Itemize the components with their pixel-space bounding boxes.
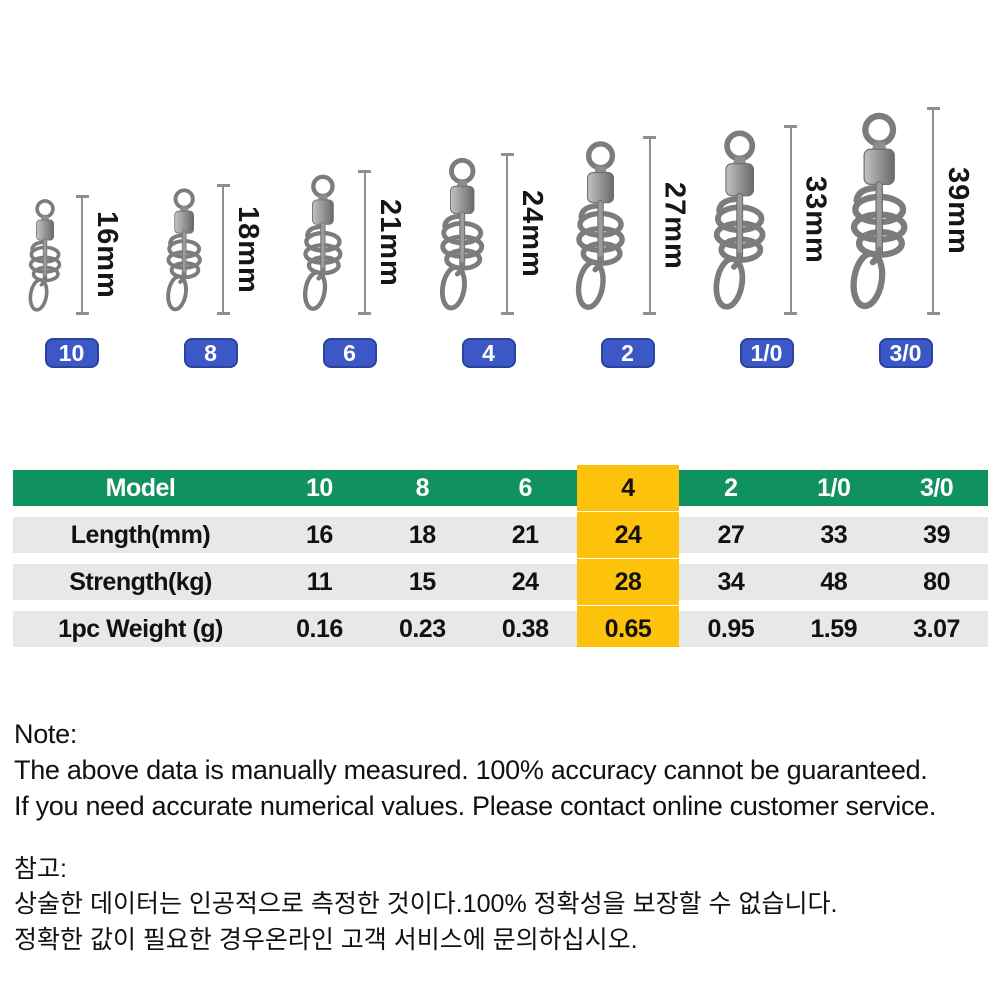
swivel-image — [703, 127, 776, 315]
size-badge: 8 — [183, 338, 238, 368]
header-cell: 8 — [415, 474, 430, 502]
table-header-row: Model 10 8 6 4 2 1/0 3/0 — [13, 470, 988, 506]
product-figures: 16mm 10 18mm 8 21mm 6 2 — [0, 100, 1000, 368]
table-cell: 24 — [511, 568, 539, 596]
table-cell: 27 — [717, 521, 745, 549]
note-line: 상술한 데이터는 인공적으로 측정한 것이다.100% 정확성을 보장할 수 없… — [14, 890, 838, 919]
header-cell: 3/0 — [919, 474, 954, 502]
figure-column-3-0: 39mm 3/0 — [836, 100, 975, 368]
table-cell: 1.59 — [810, 615, 858, 643]
table-cell: 0.38 — [501, 615, 549, 643]
header-cell: 1/0 — [817, 474, 851, 502]
dimension-line — [75, 195, 89, 315]
size-badge: 10 — [44, 338, 99, 368]
dimension-label: 39mm — [942, 167, 975, 255]
table-cell: 16 — [306, 521, 333, 549]
swivel-image — [839, 109, 919, 315]
table-cell: 0.95 — [707, 615, 755, 643]
figure-column-6: 21mm 6 — [280, 100, 419, 368]
dimension-line — [216, 184, 230, 315]
table-cell: 33 — [820, 521, 848, 549]
header-cell: 2 — [724, 474, 738, 502]
note-title-en: Note: — [14, 719, 78, 749]
table-cell: 0.16 — [296, 615, 343, 643]
note-title-ko: 참고: — [14, 854, 67, 883]
dimension-label: 27mm — [658, 181, 691, 270]
header-cell-highlighted: 4 — [576, 470, 680, 506]
table-cell-highlighted: 28 — [576, 564, 680, 600]
dimension-label: 18mm — [232, 205, 265, 294]
note-line: The above data is manually measured. 100… — [14, 754, 928, 785]
table-cell-highlighted: 24 — [576, 517, 680, 553]
figure-column-8: 18mm 8 — [141, 100, 280, 368]
swivel-image — [159, 186, 209, 315]
dimension-label: 24mm — [516, 190, 549, 278]
header-cell: 6 — [518, 474, 532, 502]
table-cell: 34 — [717, 568, 745, 596]
table-cell: 15 — [408, 568, 436, 596]
dimension-line — [500, 153, 514, 315]
swivel-image — [22, 197, 68, 315]
row-label: Strength(kg) — [69, 567, 212, 596]
note-line: If you need accurate numerical values. P… — [14, 790, 937, 821]
size-badge: 2 — [600, 338, 655, 368]
size-badge: 6 — [322, 338, 377, 368]
size-badge: 3/0 — [878, 338, 933, 368]
dimension-label: 33mm — [799, 176, 832, 264]
dimension-line — [784, 125, 798, 315]
dimension-line — [926, 107, 940, 315]
swivel-image — [431, 155, 493, 315]
table-row-strength: Strength(kg) 11 15 24 28 34 48 80 — [13, 564, 988, 600]
dimension-label: 16mm — [91, 211, 124, 299]
header-cell: 10 — [306, 474, 333, 502]
table-cell: 48 — [820, 568, 848, 596]
table-row-length: Length(mm) 16 18 21 24 27 33 39 — [13, 517, 988, 553]
size-badge: 1/0 — [739, 338, 794, 368]
figure-column-10: 16mm 10 — [2, 100, 141, 368]
figure-column-2: 27mm 2 — [558, 100, 697, 368]
header-label: Model — [105, 473, 176, 502]
table-cell: 39 — [923, 521, 950, 549]
table-cell: 11 — [306, 568, 333, 596]
table-row-weight: 1pc Weight (g) 0.16 0.23 0.38 0.65 0.95 … — [13, 611, 988, 647]
figure-column-1-0: 33mm 1/0 — [697, 100, 836, 368]
row-label: Length(mm) — [70, 520, 211, 549]
dimension-line — [358, 170, 372, 315]
table-cell: 0.23 — [398, 615, 446, 643]
note-english: Note: The above data is manually measure… — [14, 717, 1000, 825]
swivel-image — [295, 172, 351, 315]
dimension-line — [643, 136, 657, 315]
figure-column-4: 24mm 4 — [419, 100, 558, 368]
table-cell: 18 — [408, 521, 436, 549]
note-line: 정확한 값이 필요한 경우온라인 고객 서비스에 문의하십시오. — [14, 925, 638, 954]
table-cell: 21 — [511, 521, 539, 549]
row-label: 1pc Weight (g) — [58, 614, 223, 643]
spec-table: Model 10 8 6 4 2 1/0 3/0 Length(mm) 16 1… — [13, 470, 988, 647]
table-cell: 3.07 — [913, 615, 960, 643]
table-cell-highlighted: 0.65 — [576, 611, 680, 647]
note-korean: 참고: 상술한 데이터는 인공적으로 측정한 것이다.100% 정확성을 보장할… — [14, 852, 1000, 959]
table-cell: 80 — [923, 568, 950, 596]
dimension-label: 21mm — [373, 198, 406, 287]
size-badge: 4 — [461, 338, 516, 368]
swivel-image — [566, 138, 635, 315]
